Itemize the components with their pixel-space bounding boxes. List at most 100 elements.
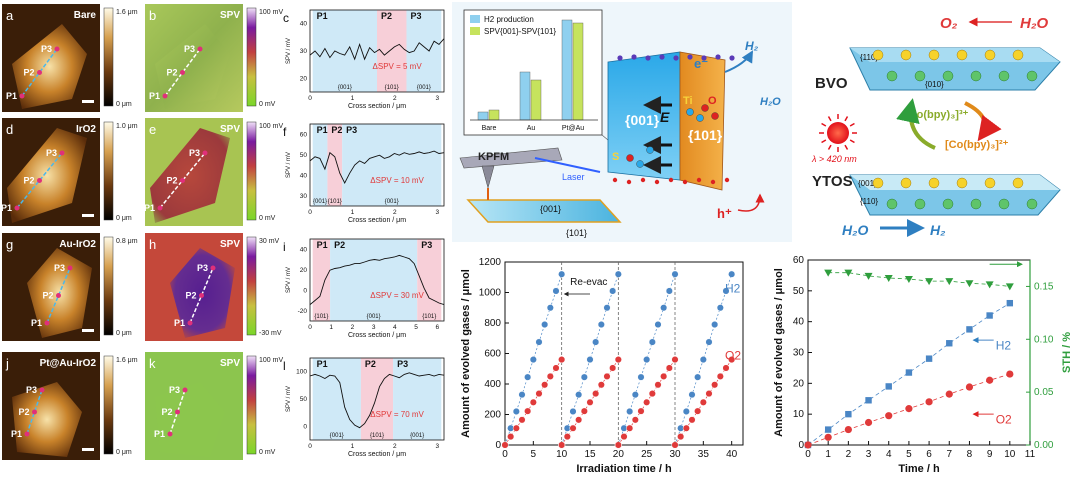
hole-arrow xyxy=(737,193,765,212)
point-o2 xyxy=(501,441,509,449)
point-sth xyxy=(965,280,974,288)
scale-bar xyxy=(82,214,94,217)
x-tick-label: 35 xyxy=(698,449,710,460)
line-scan-point xyxy=(197,46,203,52)
x-tick-label: 1 xyxy=(825,449,831,460)
point-label: P3 xyxy=(54,263,65,273)
hole-carrier xyxy=(872,49,884,61)
point-o2 xyxy=(609,364,617,372)
electron-carrier xyxy=(1026,198,1038,210)
ytos-facet-110: {110} xyxy=(860,197,878,206)
bar-bare-h2 xyxy=(477,111,489,121)
hole-dot xyxy=(710,179,716,185)
point-label: P1 xyxy=(149,91,160,101)
electron-carrier xyxy=(942,70,954,82)
kpfm-tip xyxy=(481,165,495,189)
hole-carrier xyxy=(928,49,940,61)
afm-scale-max: 1.6 μm xyxy=(116,357,138,364)
kpfm-row: d IrO2 1.0 μm 0 μm e SPV 100 mV 0 mV P1 P2 P3 P1 P2 P… xyxy=(1,118,283,226)
point-label: P2 xyxy=(167,68,178,78)
co2-label: [Co(bpy)₃]²⁺ xyxy=(945,139,1009,151)
point-h2 xyxy=(946,340,953,347)
laser-label: Laser xyxy=(562,172,585,182)
facet-region-label: {101} xyxy=(314,314,328,320)
line-scan-point xyxy=(59,150,65,156)
point-label: P3 xyxy=(169,385,180,395)
point-h2 xyxy=(626,407,634,416)
point-o2 xyxy=(665,364,673,372)
point-h2 xyxy=(552,287,560,295)
electron-dot xyxy=(687,54,693,60)
facet-region-band xyxy=(393,358,442,440)
afm-scale-max: 1.0 μm xyxy=(116,123,138,130)
line-scan-point xyxy=(157,205,163,211)
point-h2 xyxy=(648,338,656,346)
y-tick-label: 0 xyxy=(303,287,307,294)
spv-colorbar xyxy=(246,7,257,107)
electron-dot xyxy=(701,55,707,61)
point-o2 xyxy=(569,424,577,432)
x-tick-label: 2 xyxy=(393,209,397,216)
point-label: P2 xyxy=(24,68,35,78)
y-tick-label: 1000 xyxy=(479,288,502,299)
kpfm-row: a Bare 1.6 μm 0 μm b SPV 100 mV 0 mV P1 P2 P3 P1 P2 P… xyxy=(2,4,283,112)
afm-scale-min: 0 μm xyxy=(116,101,132,108)
electron-carrier xyxy=(886,198,898,210)
afm-scale-max: 0.8 μm xyxy=(116,238,138,245)
x-tick-label: 6 xyxy=(435,324,439,331)
slab-facet-101: {101} xyxy=(566,228,587,238)
x-tick-label: 3 xyxy=(435,95,439,102)
bar-category-label: Au xyxy=(527,125,536,132)
x-tick-label: 5 xyxy=(906,449,912,460)
line-scan-path xyxy=(169,389,186,435)
point-h2 xyxy=(512,407,520,416)
bvo-label: BVO xyxy=(815,75,848,92)
bvo-facet-110: {110} xyxy=(860,53,878,62)
h2-label: H₂ xyxy=(745,39,759,53)
y-right-tick-label: 0.05 xyxy=(1034,387,1054,398)
spv-profile-plot: {101} P1 {001} P2 {101} P3 ΔSPV = 30 mV i SPV / … xyxy=(283,238,445,339)
sun-ray xyxy=(821,122,827,127)
hole-carrier xyxy=(900,49,912,61)
x-tick-label: 2 xyxy=(846,449,852,460)
y-tick-label: 20 xyxy=(300,75,308,82)
point-h2 xyxy=(865,397,872,404)
point-h2 xyxy=(529,356,537,364)
zscheme-panel: O₂ H₂O {110} {010} BVO [Co(bpy)₃]³⁺ [Co(… xyxy=(811,15,1061,238)
point-o2 xyxy=(925,398,933,406)
point-o2 xyxy=(722,364,730,372)
electron-carrier xyxy=(942,198,954,210)
profile-point-label: P2 xyxy=(334,240,345,250)
point-o2 xyxy=(905,405,913,413)
legend-label-o2: O2 xyxy=(725,349,741,363)
afm-crystal xyxy=(7,128,87,223)
afm-colorbar xyxy=(103,355,114,455)
crystal-slab xyxy=(466,199,622,223)
y-tick-label: 60 xyxy=(793,255,805,266)
spv-profile-plot: {001} P1 {101} P2 {001} P3 ΔSPV = 5 mV c SPV / m… xyxy=(283,9,445,110)
y-axis-label: Amount of evolved gases / μmol xyxy=(773,268,785,437)
line-scan-path xyxy=(189,267,214,324)
panel-letter: b xyxy=(149,8,156,23)
point-sth xyxy=(824,269,833,277)
bar-ptau-spv xyxy=(572,22,584,121)
line-scan-point xyxy=(39,387,45,393)
profile-point-label: P1 xyxy=(317,359,328,369)
point-o2 xyxy=(546,372,554,380)
point-label: P2 xyxy=(43,291,54,301)
y-tick-label: 0 xyxy=(798,440,804,451)
profile-point-label: P1 xyxy=(317,125,328,135)
sun-ray xyxy=(827,144,832,150)
facet-region-label: {001} xyxy=(330,433,344,439)
hole-carrier xyxy=(984,177,996,189)
profile-ylabel: SPV / mV xyxy=(286,152,292,178)
point-o2 xyxy=(864,418,873,427)
panel-letter: a xyxy=(6,8,14,23)
point-h2 xyxy=(711,320,719,329)
atom xyxy=(696,114,704,122)
point-label: P1 xyxy=(174,318,185,328)
ytos-label: YTOS xyxy=(812,173,853,190)
point-h2 xyxy=(682,407,690,416)
point-o2 xyxy=(716,372,724,380)
slab-facet-001: {001} xyxy=(540,204,561,214)
